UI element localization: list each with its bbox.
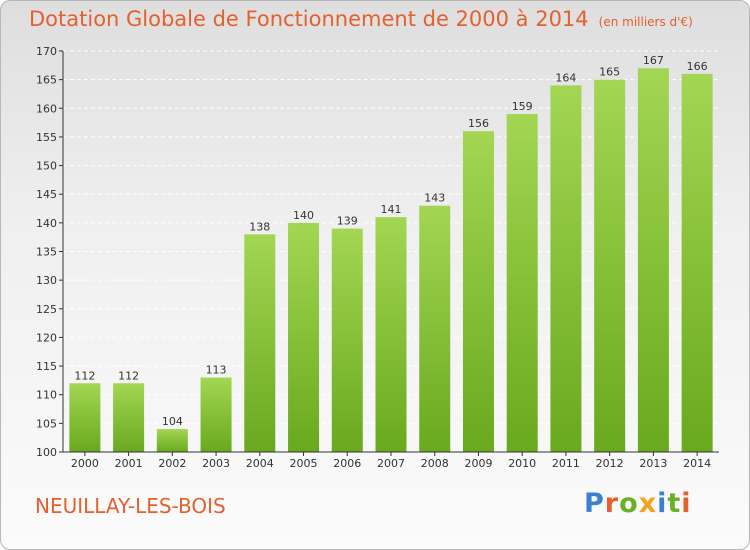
- unit-note: (en milliers d'€): [598, 15, 693, 29]
- x-tick-label: 2011: [552, 457, 580, 470]
- chart-title-text: Dotation Globale de Fonctionnement de 20…: [29, 7, 589, 31]
- value-label: 104: [162, 415, 183, 428]
- value-label: 143: [424, 192, 445, 205]
- bar: [200, 377, 232, 452]
- x-tick-label: 2014: [683, 457, 711, 470]
- y-tick-label: 110: [36, 389, 57, 402]
- y-tick-label: 145: [36, 188, 57, 201]
- value-label: 112: [118, 369, 139, 382]
- bar: [244, 234, 276, 452]
- value-label: 141: [381, 203, 402, 216]
- value-label: 166: [687, 60, 708, 73]
- y-tick-label: 140: [36, 217, 57, 230]
- value-label: 138: [249, 220, 270, 233]
- bar: [288, 222, 320, 452]
- y-tick-label: 170: [36, 45, 57, 58]
- logo-letter: i: [681, 488, 692, 519]
- x-tick-label: 2005: [290, 457, 318, 470]
- bar: [594, 79, 626, 453]
- x-tick-label: 2007: [377, 457, 405, 470]
- y-tick-label: 125: [36, 303, 57, 316]
- y-tick-label: 100: [36, 446, 57, 459]
- logo-letter: P: [584, 488, 605, 519]
- value-label: 139: [337, 215, 358, 228]
- y-tick-label: 165: [36, 74, 57, 87]
- x-tick-label: 2002: [158, 457, 186, 470]
- value-label: 167: [643, 54, 664, 67]
- bar: [550, 85, 582, 452]
- value-label: 113: [206, 364, 227, 377]
- x-tick-label: 2006: [333, 457, 361, 470]
- y-tick-label: 115: [36, 360, 57, 373]
- y-tick-label: 130: [36, 274, 57, 287]
- x-tick-label: 2009: [464, 457, 492, 470]
- x-tick-label: 2004: [246, 457, 274, 470]
- logo-letter: i: [657, 488, 668, 519]
- bar: [637, 68, 669, 452]
- y-tick-label: 155: [36, 131, 57, 144]
- value-label: 156: [468, 117, 489, 130]
- y-tick-label: 150: [36, 160, 57, 173]
- bar: [113, 383, 145, 452]
- bar: [69, 383, 101, 452]
- y-tick-label: 160: [36, 102, 57, 115]
- x-tick-label: 2010: [508, 457, 536, 470]
- value-label: 112: [74, 369, 95, 382]
- y-tick-label: 135: [36, 246, 57, 259]
- bar: [681, 73, 713, 453]
- proxiti-logo: Proxiti: [584, 488, 692, 519]
- y-tick-label: 105: [36, 417, 57, 430]
- logo-letter: x: [638, 488, 658, 519]
- x-tick-label: 2013: [639, 457, 667, 470]
- x-tick-label: 2012: [596, 457, 624, 470]
- x-tick-label: 2008: [421, 457, 449, 470]
- logo-letter: t: [667, 488, 682, 519]
- x-tick-label: 2001: [115, 457, 143, 470]
- x-tick-label: 2000: [71, 457, 99, 470]
- bar: [331, 228, 363, 452]
- chart-title: Dotation Globale de Fonctionnement de 20…: [29, 7, 693, 31]
- logo-letter: r: [604, 488, 620, 519]
- bar: [506, 114, 538, 452]
- bar: [375, 217, 407, 452]
- value-label: 164: [555, 71, 576, 84]
- bar: [156, 429, 188, 452]
- bar: [462, 131, 494, 452]
- value-label: 165: [599, 66, 620, 79]
- y-tick-label: 120: [36, 331, 57, 344]
- value-label: 140: [293, 209, 314, 222]
- logo-letter: o: [619, 488, 639, 519]
- bar: [419, 205, 451, 452]
- commune-name: NEUILLAY-LES-BOIS: [35, 494, 226, 518]
- x-tick-label: 2003: [202, 457, 230, 470]
- value-label: 159: [512, 100, 533, 113]
